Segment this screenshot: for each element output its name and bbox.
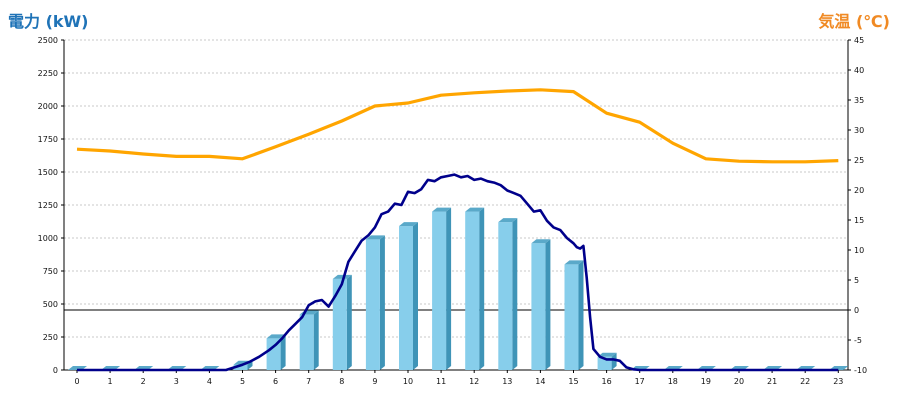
right-tick-label: 20 (854, 186, 864, 195)
bar-side (413, 222, 418, 370)
bar-side (247, 360, 253, 370)
x-tick-label: 10 (403, 377, 413, 386)
bar-side (346, 274, 352, 370)
left-tick-label: 1000 (38, 234, 58, 243)
x-tick-label: 4 (207, 377, 212, 386)
bar-side (313, 310, 319, 370)
bar-side (611, 352, 617, 370)
bar-front (531, 243, 546, 370)
bar-front (266, 338, 281, 370)
bar (399, 222, 418, 370)
right-tick-label: 30 (854, 126, 864, 135)
bar-top (597, 352, 617, 357)
x-tick-label: 18 (668, 377, 678, 386)
bar (299, 310, 319, 370)
temperature-line (76, 88, 839, 164)
left-tick-label: 1750 (38, 135, 58, 144)
x-tick-label: 12 (469, 377, 479, 386)
bar (432, 207, 452, 370)
bar-top (399, 222, 418, 227)
bar-top (266, 334, 286, 339)
x-tick-label: 0 (74, 377, 79, 386)
left-tick-label: 1250 (38, 201, 58, 210)
bar-front (332, 278, 347, 370)
right-tick-label: 10 (854, 246, 864, 255)
bar (266, 334, 286, 370)
x-tick-label: 3 (174, 377, 179, 386)
bar-side (512, 218, 518, 370)
x-tick-label: 15 (568, 377, 578, 386)
bar-side (479, 207, 485, 370)
bar (531, 239, 551, 370)
x-tick-label: 17 (635, 377, 645, 386)
left-tick-label: 2500 (38, 36, 58, 45)
bar-front (564, 264, 579, 370)
x-tick-label: 21 (767, 377, 777, 386)
left-tick-label: 1500 (38, 168, 58, 177)
right-tick-label: 45 (854, 36, 864, 45)
x-tick-label: 6 (273, 377, 278, 386)
right-tick-label: 40 (854, 66, 864, 75)
bar-front (233, 364, 248, 370)
power-line (77, 173, 839, 372)
bar-side (446, 207, 452, 370)
bar (564, 260, 584, 370)
bar-front (365, 239, 380, 370)
bar-front (399, 226, 413, 370)
bar-top (531, 239, 551, 244)
x-tick-label: 19 (701, 377, 711, 386)
x-tick-label: 1 (108, 377, 113, 386)
x-tick-label: 22 (800, 377, 810, 386)
bar (465, 207, 485, 370)
bar-top (365, 235, 385, 240)
bar-front (432, 211, 447, 370)
x-tick-label: 14 (535, 377, 545, 386)
left-tick-label: 250 (43, 333, 58, 342)
bar (365, 235, 385, 370)
x-tick-label: 7 (306, 377, 311, 386)
bar (332, 274, 352, 370)
x-tick-label: 20 (734, 377, 744, 386)
x-tick-label: 11 (436, 377, 446, 386)
right-tick-label: 5 (854, 276, 859, 285)
bar-top (564, 260, 584, 265)
right-tick-label: 15 (854, 216, 864, 225)
left-tick-label: 0 (53, 366, 58, 375)
x-tick-label: 9 (372, 377, 377, 386)
right-tick-label: 35 (854, 96, 864, 105)
right-tick-label: 25 (854, 156, 864, 165)
bar-side (280, 334, 286, 370)
right-tick-label: 0 (854, 306, 859, 315)
x-tick-label: 23 (833, 377, 843, 386)
left-tick-label: 500 (43, 300, 58, 309)
right-axis-title: 気温 (℃) (818, 12, 890, 31)
x-tick-label: 5 (240, 377, 245, 386)
bar-front (299, 314, 314, 370)
x-tick-label: 2 (141, 377, 146, 386)
bar-top (432, 207, 452, 212)
bar-front (465, 211, 480, 370)
right-tick-label: -10 (854, 366, 867, 375)
bar-top (498, 218, 518, 223)
left-axis-title: 電力 (kW) (8, 12, 89, 31)
left-tick-label: 2250 (38, 69, 58, 78)
bar-top (465, 207, 485, 212)
bar-front (498, 222, 513, 370)
x-tick-label: 8 (339, 377, 344, 386)
left-tick-label: 750 (43, 267, 58, 276)
x-tick-label: 13 (502, 377, 512, 386)
bar (498, 218, 518, 370)
bar-side (545, 239, 551, 370)
bar-side (578, 260, 584, 370)
left-tick-label: 2000 (38, 102, 58, 111)
x-tick-label: 16 (602, 377, 612, 386)
right-tick-label: -5 (854, 336, 862, 345)
bar-top (332, 274, 352, 279)
bar-side (379, 235, 385, 370)
